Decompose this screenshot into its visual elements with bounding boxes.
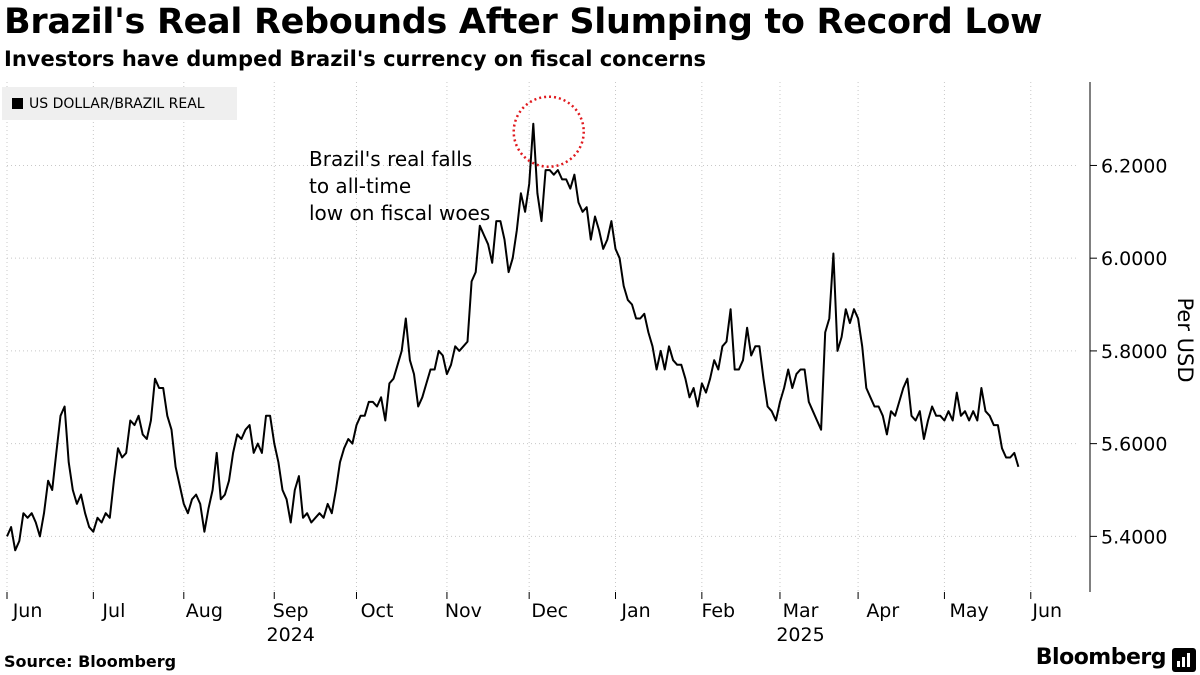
- brand-logo: Bloomberg: [1035, 645, 1167, 670]
- x-tick-label: Mar: [783, 600, 819, 622]
- source-note: Source: Bloomberg: [4, 652, 177, 671]
- x-tick-label: Aug: [186, 600, 223, 622]
- legend: US DOLLAR/BRAZIL REAL: [2, 87, 237, 120]
- x-tick-label: Jul: [101, 600, 125, 622]
- annotation-text: low on fiscal woes: [309, 201, 490, 225]
- legend-swatch: [12, 98, 23, 109]
- x-tick-label: Jun: [1031, 600, 1062, 622]
- y-tick-label: 6.2000: [1101, 155, 1167, 177]
- chart-subtitle: Investors have dumped Brazil's currency …: [4, 47, 707, 71]
- y-tick-label: 5.4000: [1101, 526, 1167, 548]
- bloomberg-icon: [1172, 648, 1196, 672]
- x-tick-label: May: [949, 600, 988, 622]
- x-tick-label: Jan: [620, 600, 650, 622]
- series-line-usd-brl: [6, 122, 1020, 552]
- chart-title: Brazil's Real Rebounds After Slumping to…: [4, 2, 1043, 42]
- x-tick-label: Dec: [531, 600, 568, 622]
- x-tick-label: Feb: [701, 600, 735, 622]
- y-tick-label: 5.6000: [1101, 434, 1167, 456]
- y-axis-title: Per USD: [1173, 297, 1197, 382]
- annotation-text: to all-time: [309, 174, 411, 198]
- x-tick-label: Nov: [445, 600, 482, 622]
- x-tick-label: Sep: [273, 600, 309, 622]
- peak-highlight-circle: [512, 95, 585, 168]
- x-tick-label: Oct: [361, 600, 394, 622]
- y-tick-label: 6.0000: [1101, 248, 1167, 270]
- x-tick-label: Apr: [866, 600, 899, 622]
- x-year-label: 2025: [776, 624, 824, 646]
- x-tick-label: Jun: [12, 600, 43, 622]
- x-year-label: 2024: [267, 624, 315, 646]
- annotation-text: Brazil's real falls: [309, 147, 472, 171]
- y-tick-label: 5.8000: [1101, 341, 1167, 363]
- legend-label: US DOLLAR/BRAZIL REAL: [29, 95, 205, 112]
